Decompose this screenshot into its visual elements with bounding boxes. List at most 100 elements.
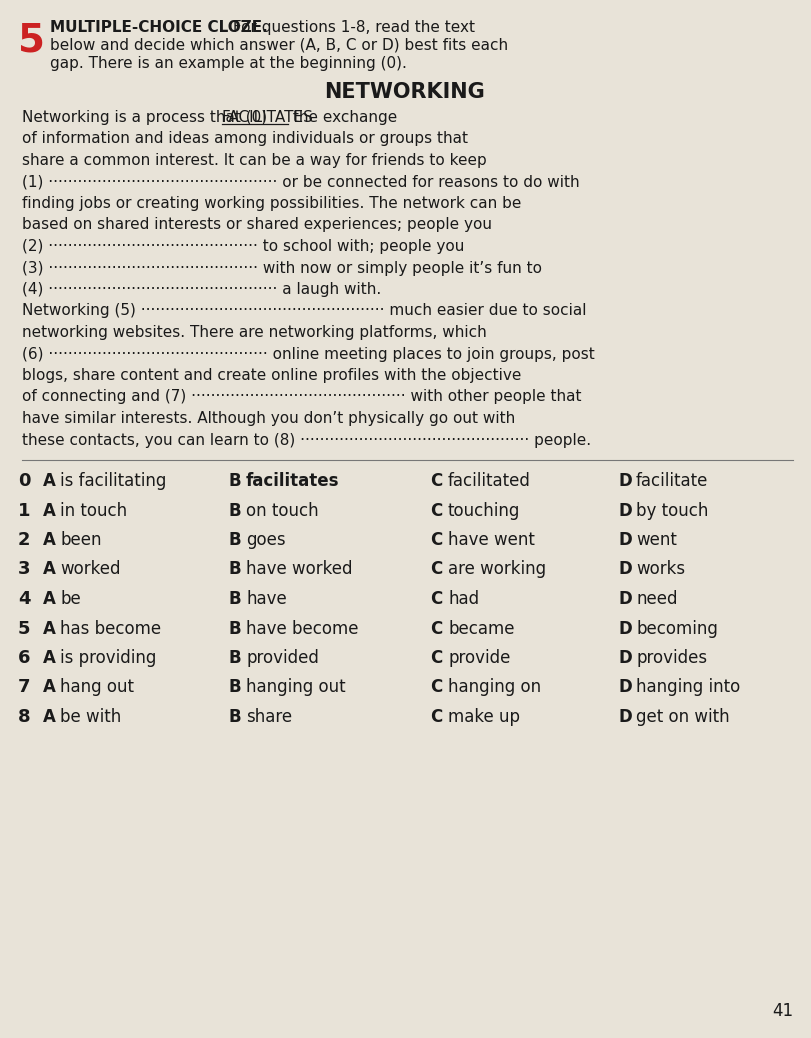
Text: D: D — [618, 620, 632, 637]
Text: B: B — [228, 590, 241, 608]
Text: A: A — [43, 649, 56, 667]
Text: A: A — [43, 708, 56, 726]
Text: share: share — [246, 708, 292, 726]
Text: 6: 6 — [18, 649, 31, 667]
Text: been: been — [60, 531, 101, 549]
Text: B: B — [228, 708, 241, 726]
Text: C: C — [430, 501, 442, 519]
Text: C: C — [430, 531, 442, 549]
Text: (6) ············································· online meeting places to join : (6) ····································… — [22, 347, 594, 361]
Text: below and decide which answer (A, B, C or D) best fits each: below and decide which answer (A, B, C o… — [50, 38, 508, 53]
Text: becoming: becoming — [636, 620, 718, 637]
Text: A: A — [43, 501, 56, 519]
Text: 5: 5 — [18, 620, 31, 637]
Text: Networking is a process that (0): Networking is a process that (0) — [22, 110, 272, 125]
Text: A: A — [43, 561, 56, 578]
Text: make up: make up — [448, 708, 520, 726]
Text: on touch: on touch — [246, 501, 319, 519]
Text: of connecting and (7) ············································ with other pe: of connecting and (7) ··················… — [22, 389, 581, 405]
Text: provided: provided — [246, 649, 319, 667]
Text: D: D — [618, 708, 632, 726]
Text: A: A — [43, 472, 56, 490]
Text: C: C — [430, 590, 442, 608]
Text: A: A — [43, 590, 56, 608]
Text: have become: have become — [246, 620, 358, 637]
Text: is providing: is providing — [60, 649, 157, 667]
Text: B: B — [228, 561, 241, 578]
Text: have similar interests. Although you don’t physically go out with: have similar interests. Although you don… — [22, 411, 515, 426]
Text: share a common interest. It can be a way for friends to keep: share a common interest. It can be a way… — [22, 153, 487, 168]
Text: (2) ··········································· to school with; people you: (2) ····································… — [22, 239, 465, 254]
Text: B: B — [228, 531, 241, 549]
Text: 4: 4 — [18, 590, 31, 608]
Text: facilitate: facilitate — [636, 472, 708, 490]
Text: hanging into: hanging into — [636, 679, 740, 696]
Text: D: D — [618, 561, 632, 578]
Text: 2: 2 — [18, 531, 31, 549]
Text: went: went — [636, 531, 677, 549]
Text: hang out: hang out — [60, 679, 134, 696]
Text: need: need — [636, 590, 677, 608]
Text: A: A — [43, 620, 56, 637]
Text: of information and ideas among individuals or groups that: of information and ideas among individua… — [22, 132, 468, 146]
Text: C: C — [430, 708, 442, 726]
Text: touching: touching — [448, 501, 521, 519]
Text: became: became — [448, 620, 514, 637]
Text: these contacts, you can learn to (8) ···········································: these contacts, you can learn to (8) ···… — [22, 433, 591, 447]
Text: 41: 41 — [772, 1002, 793, 1020]
Text: facilitated: facilitated — [448, 472, 531, 490]
Text: 7: 7 — [18, 679, 31, 696]
Text: blogs, share content and create online profiles with the objective: blogs, share content and create online p… — [22, 368, 521, 383]
Text: provide: provide — [448, 649, 510, 667]
Text: have went: have went — [448, 531, 535, 549]
Text: gap. There is an example at the beginning (0).: gap. There is an example at the beginnin… — [50, 56, 407, 71]
Text: D: D — [618, 590, 632, 608]
Text: goes: goes — [246, 531, 285, 549]
Text: For questions 1-8, read the text: For questions 1-8, read the text — [228, 20, 475, 35]
Text: A: A — [43, 531, 56, 549]
Text: in touch: in touch — [60, 501, 127, 519]
Text: get on with: get on with — [636, 708, 730, 726]
Text: D: D — [618, 531, 632, 549]
Text: C: C — [430, 561, 442, 578]
Text: have worked: have worked — [246, 561, 353, 578]
Text: Networking (5) ·················································· much easier du: Networking (5) ·························… — [22, 303, 586, 319]
Text: B: B — [228, 649, 241, 667]
Text: by touch: by touch — [636, 501, 708, 519]
Text: A: A — [43, 679, 56, 696]
Text: works: works — [636, 561, 685, 578]
Text: 0: 0 — [18, 472, 31, 490]
Text: 8: 8 — [18, 708, 31, 726]
Text: finding jobs or creating working possibilities. The network can be: finding jobs or creating working possibi… — [22, 196, 521, 211]
Text: B: B — [228, 472, 241, 490]
Text: have: have — [246, 590, 287, 608]
Text: B: B — [228, 501, 241, 519]
Text: 3: 3 — [18, 561, 31, 578]
Text: C: C — [430, 649, 442, 667]
Text: D: D — [618, 472, 632, 490]
Text: based on shared interests or shared experiences; people you: based on shared interests or shared expe… — [22, 218, 492, 233]
Text: C: C — [430, 472, 442, 490]
Text: FACILITATES: FACILITATES — [221, 110, 314, 125]
Text: provides: provides — [636, 649, 707, 667]
Text: be: be — [60, 590, 81, 608]
Text: networking websites. There are networking platforms, which: networking websites. There are networkin… — [22, 325, 487, 340]
Text: D: D — [618, 501, 632, 519]
Text: C: C — [430, 679, 442, 696]
Text: 5: 5 — [18, 22, 45, 60]
Text: MULTIPLE-CHOICE CLOZE.: MULTIPLE-CHOICE CLOZE. — [50, 20, 268, 35]
Text: D: D — [618, 649, 632, 667]
Text: is facilitating: is facilitating — [60, 472, 166, 490]
Text: facilitates: facilitates — [246, 472, 340, 490]
Text: are working: are working — [448, 561, 546, 578]
Text: (3) ··········································· with now or simply people it’s f: (3) ····································… — [22, 261, 542, 275]
Text: D: D — [618, 679, 632, 696]
Text: 1: 1 — [18, 501, 31, 519]
Text: hanging out: hanging out — [246, 679, 345, 696]
Text: B: B — [228, 679, 241, 696]
Text: the exchange: the exchange — [288, 110, 397, 125]
Text: (1) ··············································· or be connected for reasons : (1) ····································… — [22, 174, 580, 190]
Text: worked: worked — [60, 561, 121, 578]
Text: NETWORKING: NETWORKING — [324, 82, 485, 102]
Text: be with: be with — [60, 708, 122, 726]
